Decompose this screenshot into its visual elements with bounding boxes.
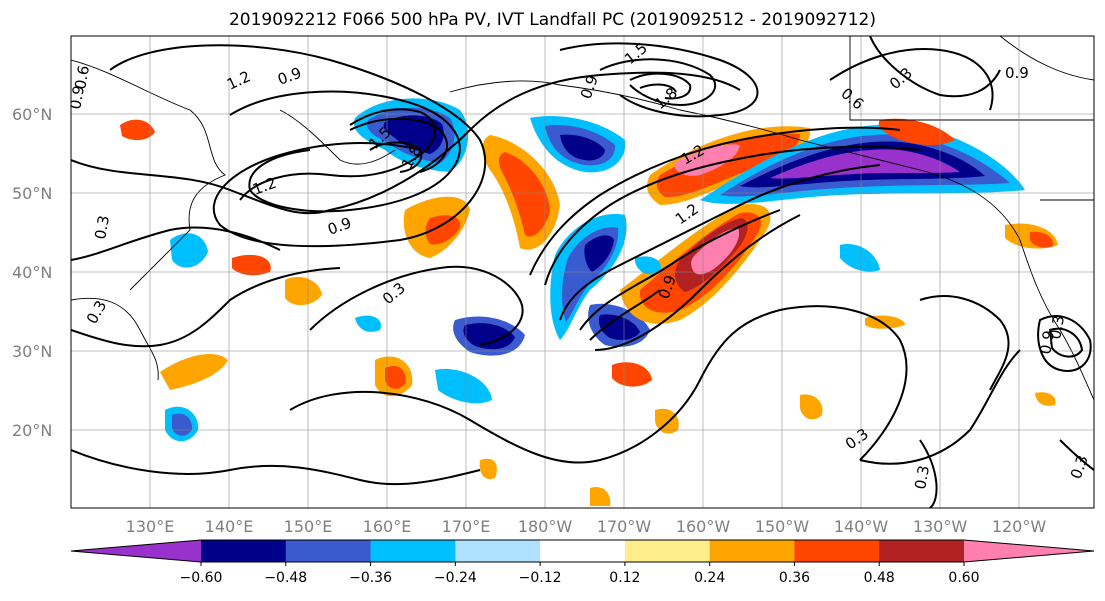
colorbar-label: 0.24	[694, 570, 725, 586]
colorbar-segment	[201, 540, 287, 562]
coastlines	[71, 36, 1094, 401]
longitude-labels: 130°E 140°E 150°E 160°E 170°E 180°W 170°…	[126, 517, 1047, 536]
lon-label: 140°W	[834, 517, 889, 536]
colorbar-segment	[540, 540, 626, 562]
lat-label: 40°N	[12, 263, 52, 282]
lon-label: 130°E	[126, 517, 175, 536]
lon-label: 180°W	[518, 517, 573, 536]
colorbar-segment	[285, 540, 372, 562]
colorbar-segment	[879, 540, 965, 562]
colorbar-label: −0.48	[264, 570, 307, 586]
colorbar: −0.60 −0.48 −0.36 −0.24 −0.12 0.12 0.24 0.36 0.4…	[70, 539, 1095, 586]
colorbar-segment	[455, 540, 541, 562]
contour-label: 0.3	[911, 464, 933, 491]
contour-label: 0.9	[66, 84, 88, 111]
lon-label: 150°E	[284, 517, 333, 536]
lat-label: 30°N	[12, 342, 52, 361]
pv-contours	[71, 36, 1094, 508]
map-frame	[70, 35, 1095, 509]
colorbar-segment	[794, 540, 880, 562]
contour-label: 0.9	[1036, 329, 1058, 356]
lon-label: 130°W	[913, 517, 968, 536]
colorbar-segment	[624, 540, 711, 562]
colorbar-label: 0.36	[779, 570, 810, 586]
lat-label: 50°N	[12, 184, 52, 203]
pv-anomaly-shading	[120, 98, 1058, 506]
contour-label: 0.6	[71, 64, 93, 91]
colorbar-label: 0.12	[609, 570, 640, 586]
lon-label: 160°W	[676, 517, 731, 536]
colorbar-segment	[370, 540, 456, 562]
colorbar-label: 0.60	[948, 570, 979, 586]
contour-label: 0.9	[1005, 64, 1029, 82]
lon-label: 170°W	[597, 517, 652, 536]
lon-label: 140°E	[205, 517, 254, 536]
lon-label: 150°W	[755, 517, 810, 536]
colorbar-segment	[709, 540, 795, 562]
lon-label: 120°W	[992, 517, 1047, 536]
colorbar-label: 0.48	[864, 570, 895, 586]
colorbar-label: −0.12	[519, 570, 562, 586]
contour-label: 0.3	[1046, 314, 1068, 341]
map-title: 2019092212 F066 500 hPa PV, IVT Landfall…	[228, 10, 876, 30]
latitude-labels: 60°N 50°N 40°N 30°N 20°N	[12, 105, 52, 440]
colorbar-segment	[964, 540, 1094, 562]
colorbar-segment	[71, 540, 201, 562]
lat-label: 60°N	[12, 105, 52, 124]
contour-label: 0.3	[91, 214, 113, 241]
colorbar-label: −0.24	[434, 570, 477, 586]
lon-label: 160°E	[363, 517, 412, 536]
lon-label: 170°E	[442, 517, 491, 536]
lat-label: 20°N	[12, 421, 52, 440]
graticule	[71, 36, 1094, 508]
colorbar-label: −0.36	[349, 570, 392, 586]
colorbar-label: −0.60	[180, 570, 223, 586]
